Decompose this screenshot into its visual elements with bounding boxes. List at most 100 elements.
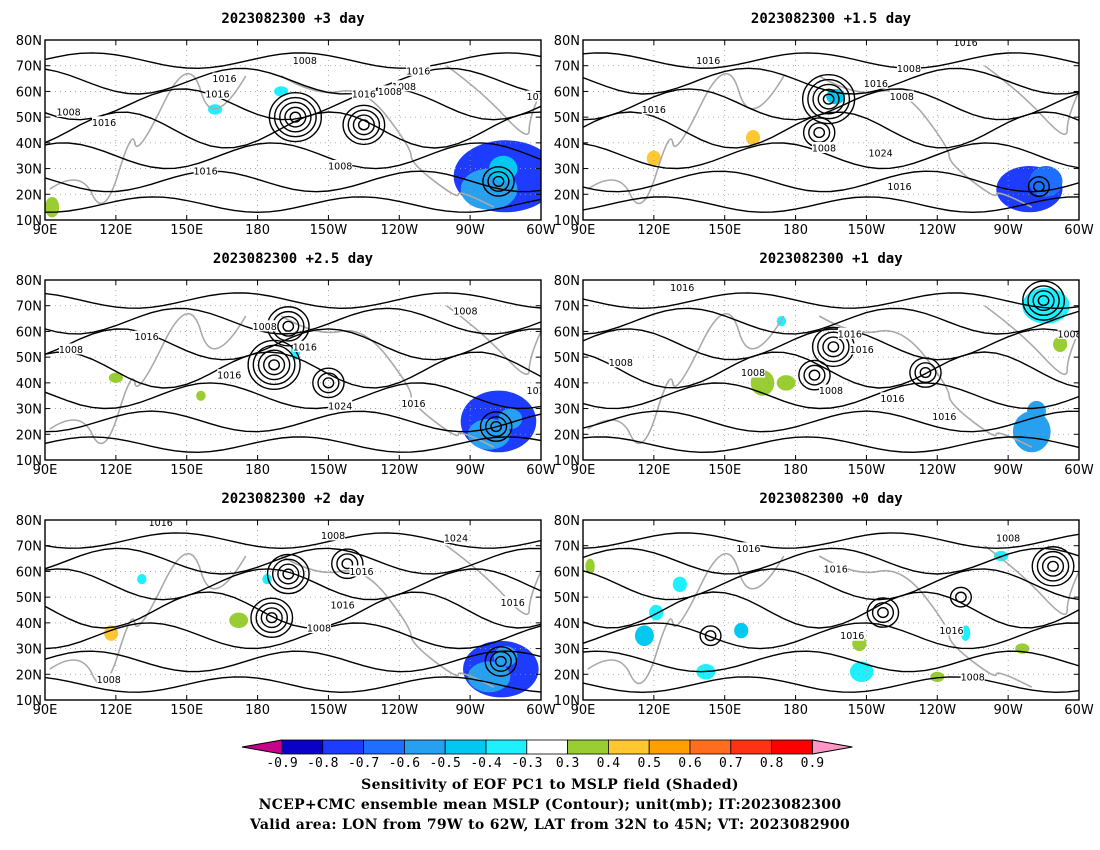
contour-label-bg xyxy=(641,103,666,115)
lat-tick-label: 80N xyxy=(16,274,42,289)
coastline xyxy=(587,72,785,205)
contour-label: 1016 xyxy=(349,567,373,578)
isobar-contour xyxy=(583,328,1079,361)
contour-label: 1016 xyxy=(352,90,376,101)
sensitivity-shading xyxy=(849,661,874,682)
contour-label-bg xyxy=(889,90,914,102)
lon-tick-label: 120E xyxy=(99,463,132,478)
contour-label: 1016 xyxy=(840,631,864,642)
pressure-center-contour xyxy=(803,364,826,386)
contour-label: 1008 xyxy=(897,64,921,75)
pressure-center-contour xyxy=(871,602,895,624)
lat-tick-label: 70N xyxy=(16,540,42,555)
lat-tick-label: 30N xyxy=(16,403,42,418)
pressure-center-contour xyxy=(255,602,289,634)
colorbar-segment xyxy=(526,739,568,755)
colorbar-segment xyxy=(444,739,487,755)
pressure-center-contour xyxy=(798,359,831,391)
pressure-center-contour xyxy=(277,315,300,337)
sensitivity-shading xyxy=(585,558,595,574)
lat-tick-label: 70N xyxy=(554,540,580,555)
pressure-center-contour xyxy=(342,104,386,146)
lon-tick-label: 120W xyxy=(918,463,956,478)
lat-tick-label: 60N xyxy=(554,565,580,580)
isobar-contour xyxy=(45,170,541,193)
contour-label: 1008 xyxy=(321,531,345,542)
pressure-center-contour xyxy=(479,411,513,442)
isobar-contour xyxy=(45,591,541,629)
lon-tick-label: 150E xyxy=(170,463,203,478)
contour-label-bg xyxy=(134,330,159,342)
pressure-center-contour xyxy=(914,362,937,384)
panel-frame xyxy=(582,519,1080,701)
contour-label: 1008 xyxy=(392,82,416,93)
colorbar-tick-label: 0.9 xyxy=(801,756,824,771)
isobar-contour xyxy=(45,547,541,575)
contour-label: 1008 xyxy=(609,358,633,369)
colorbar-tick-label: 0.3 xyxy=(556,756,579,771)
lon-tick-label: 90W xyxy=(455,223,485,238)
colorbar-segment xyxy=(771,739,813,755)
pressure-center-contour xyxy=(277,563,300,585)
isobar-contour xyxy=(45,676,541,694)
contour-label-bg xyxy=(205,88,230,99)
colorbar-tick-label: 0.4 xyxy=(597,756,621,771)
lon-tick-label: 90E xyxy=(571,463,596,478)
pressure-center-contour xyxy=(909,357,942,388)
pressure-center-contour xyxy=(266,553,310,595)
isobar-contour xyxy=(583,622,1079,650)
lat-tick-label: 40N xyxy=(16,377,42,392)
isobar-contour xyxy=(45,67,541,95)
contour-label: 1016 xyxy=(850,345,874,356)
pressure-center-contour xyxy=(955,591,967,603)
isobar-contour xyxy=(45,532,541,550)
lat-tick-label: 20N xyxy=(554,668,580,683)
lat-tick-label: 10N xyxy=(16,694,42,709)
sensitivity-shading xyxy=(489,155,518,182)
contour-label-bg xyxy=(148,520,173,528)
coastline xyxy=(446,65,541,136)
contour-label: 1016 xyxy=(696,56,720,67)
colorbar-segment xyxy=(363,739,405,755)
panel-frame xyxy=(44,39,542,221)
colorbar-tick-label: 0.6 xyxy=(678,756,701,771)
pressure-center-contour xyxy=(265,612,278,624)
pressure-center-contour xyxy=(485,416,508,438)
isobar-contour xyxy=(583,111,1079,149)
pressure-center-contour xyxy=(1041,555,1065,577)
pressure-center-contour xyxy=(257,349,291,381)
isobar-contour xyxy=(45,52,541,70)
isobar-contour xyxy=(583,351,1079,389)
lat-tick-label: 50N xyxy=(16,591,42,606)
pressure-center-contour xyxy=(487,170,510,192)
isobar-contour xyxy=(45,292,541,310)
panel-title: 2023082300 +0 day xyxy=(759,491,903,507)
sensitivity-shading xyxy=(1053,336,1068,352)
contour-label-bg xyxy=(823,562,848,574)
lat-tick-label: 20N xyxy=(554,428,580,443)
pressure-center-contour xyxy=(317,372,340,394)
pressure-center-contour xyxy=(252,344,296,386)
isobar-contour xyxy=(583,676,1079,694)
lon-tick-label: 90W xyxy=(993,223,1023,238)
colorbar-tick-label: 0.5 xyxy=(637,756,660,771)
pressure-center-contour xyxy=(813,126,826,139)
pressure-center-contour xyxy=(1047,560,1059,572)
caption-line-3: Valid area: LON from 79W to 62W, LAT fro… xyxy=(249,817,851,833)
lon-tick-label: 90W xyxy=(455,463,485,478)
contour-label: 1008 xyxy=(812,144,836,155)
pressure-center-contour xyxy=(312,367,345,399)
isobar-contour xyxy=(583,196,1079,214)
contour-label: 1016 xyxy=(401,399,425,410)
contour-label: 1008 xyxy=(453,306,477,317)
contour-label: 1008 xyxy=(819,386,843,397)
isobar-contour xyxy=(45,622,541,650)
pressure-center-contour xyxy=(817,331,850,363)
contour-label-bg xyxy=(321,529,346,541)
contour-label: 1008 xyxy=(307,624,331,635)
isobar-contour xyxy=(583,307,1079,335)
lon-tick-label: 120W xyxy=(380,703,418,718)
isobar-contour xyxy=(45,111,541,149)
contour-label: 1016 xyxy=(527,386,551,397)
lat-tick-label: 80N xyxy=(554,34,580,49)
